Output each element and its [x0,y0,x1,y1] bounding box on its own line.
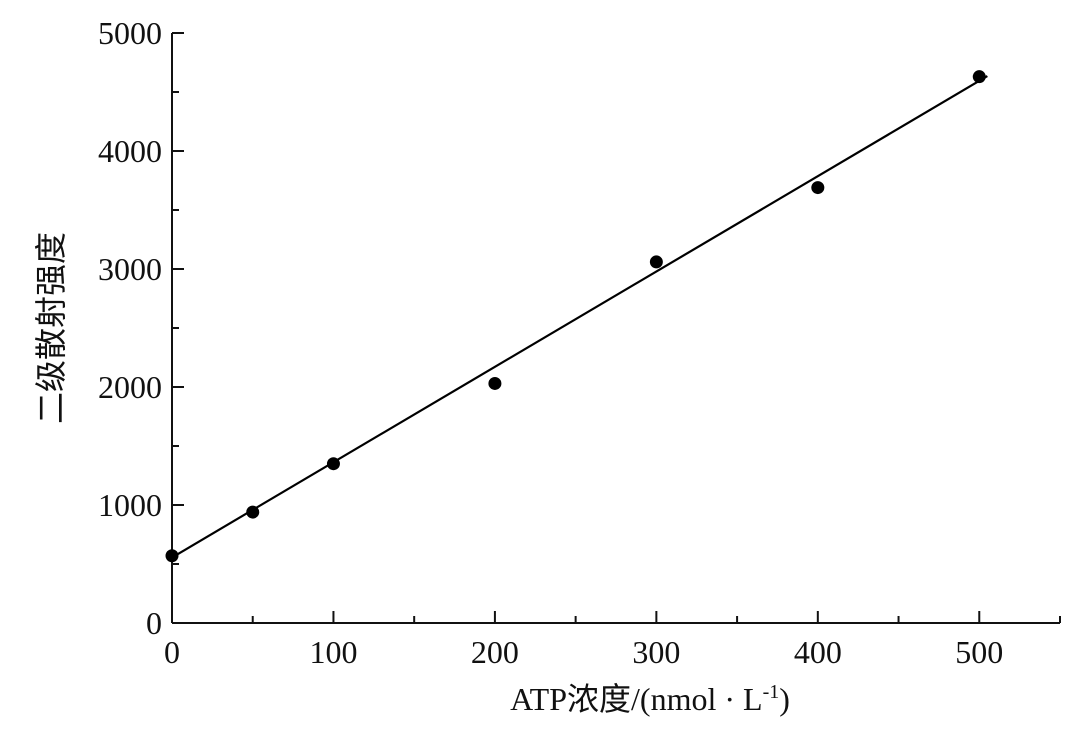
data-point [246,505,260,519]
x-axis-label: ATP浓度/(nmol · L-1) [510,681,790,717]
x-tick-label: 100 [309,634,357,670]
y-tick-label: 1000 [98,487,162,523]
data-point [649,255,663,269]
x-axis-label-sup: -1 [763,681,780,703]
y-tick-label: 0 [146,605,162,641]
x-tick-label: 0 [164,634,180,670]
x-ticks: 0 100 200 300 400 500 [164,611,1061,670]
fit-line-group [171,75,988,559]
x-tick-label: 300 [632,634,680,670]
y-tick-label: 4000 [98,133,162,169]
data-points [165,70,986,563]
data-point [972,70,986,84]
data-point [165,549,179,563]
data-point [811,181,825,195]
x-tick-label: 200 [471,634,519,670]
y-ticks: 0 1000 2000 3000 4000 5000 [98,15,184,641]
x-tick-label: 400 [794,634,842,670]
data-point [488,376,502,390]
y-tick-label: 5000 [98,15,162,51]
x-axis-label-main: ATP浓度/(nmol · L [510,681,762,717]
y-tick-label: 2000 [98,369,162,405]
x-axis-label-end: ) [779,681,790,717]
y-tick-label: 3000 [98,251,162,287]
axes [171,33,1060,624]
y-axis-label: 二级散射强度 [33,232,69,424]
x-tick-label: 500 [955,634,1003,670]
fit-line [171,75,988,559]
data-point [326,457,340,471]
